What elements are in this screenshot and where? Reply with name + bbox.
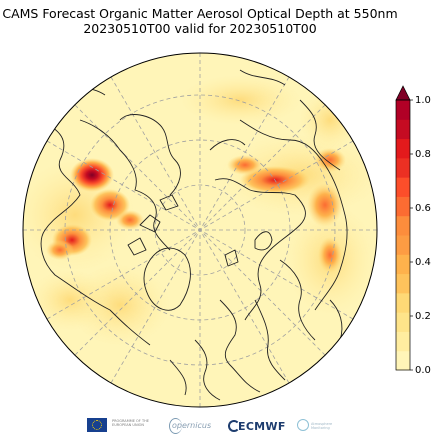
- colorbar-segment: [396, 177, 410, 197]
- colorbar-tick-3: 0.6: [415, 203, 431, 214]
- colorbar-segment: [396, 350, 410, 371]
- eu-programme-text: PROGRAMME OF THE EUROPEAN UNION: [112, 419, 149, 427]
- colorbar-outline: [395, 99, 411, 371]
- colorbar: [395, 85, 413, 371]
- colorbar-extend-arrow: [395, 85, 411, 101]
- map-title: CAMS Forecast Organic Matter Aerosol Opt…: [2, 6, 398, 21]
- colorbar-segment: [396, 254, 410, 275]
- colorbar-segment: [396, 312, 410, 332]
- hotspot-western-canada: [70, 158, 114, 192]
- colorbar-segment: [396, 215, 410, 236]
- colorbar-tick-4: 0.8: [415, 149, 431, 160]
- ecmwf-logo-text: ECMWF: [238, 420, 286, 433]
- hotspot-alberta: [90, 189, 130, 221]
- ecmwf-logo-icon: [228, 420, 240, 432]
- map-subtitle: 20230510T00 valid for 20230510T00: [83, 21, 317, 36]
- colorbar-segment: [396, 119, 410, 140]
- cams-logo-text: Atmosphere Monitoring: [311, 422, 333, 430]
- aerosol-hotspots: [46, 148, 346, 273]
- map-body: [23, 53, 377, 407]
- copernicus-logo-icon: [169, 418, 182, 434]
- colorbar-tick-5: 1.0: [415, 95, 431, 106]
- colorbar-segment: [396, 100, 410, 120]
- coastlines: [39, 69, 348, 401]
- eu-flag-logo: [87, 418, 107, 432]
- colorbar-segment: [396, 196, 410, 217]
- aerosol-field: [23, 75, 377, 345]
- colorbar-segment: [396, 273, 410, 294]
- colorbar-segment: [396, 138, 410, 159]
- graticule: [23, 53, 377, 407]
- colorbar-tick-0: 0.0: [415, 365, 431, 376]
- colorbar-tick-2: 0.4: [415, 257, 431, 268]
- hotspot-far-east: [318, 237, 342, 273]
- cams-logo-icon: [297, 419, 309, 431]
- colorbar-tick-1: 0.2: [415, 311, 431, 322]
- colorbar-segment: [396, 157, 410, 178]
- colorbar-segment: [396, 292, 410, 313]
- colorbar-segment: [396, 331, 410, 352]
- colorbar-segment: [396, 235, 410, 255]
- copernicus-logo-text: opernicus: [172, 421, 212, 430]
- globe-border: [22, 52, 378, 408]
